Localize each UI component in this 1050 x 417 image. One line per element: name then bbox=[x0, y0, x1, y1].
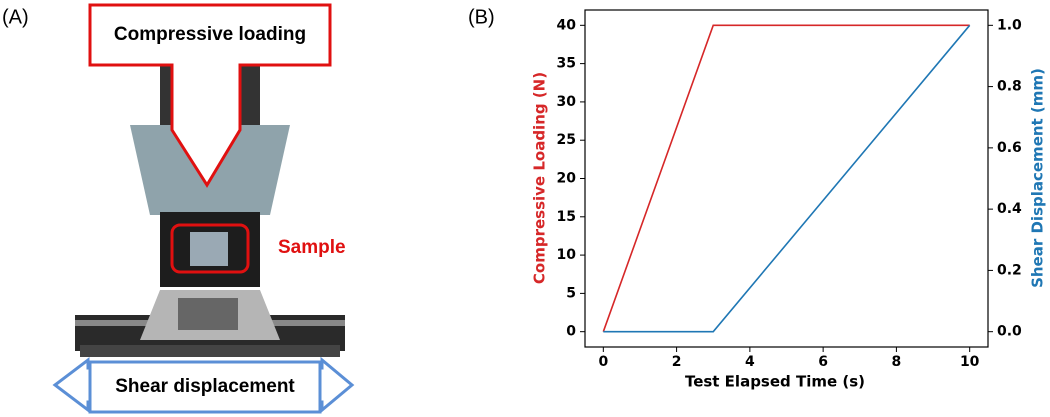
x-tick-label: 4 bbox=[745, 354, 755, 370]
loading-label: Compressive loading bbox=[114, 24, 306, 45]
x-tick-label: 10 bbox=[960, 354, 980, 370]
y2-tick-label: 0.0 bbox=[997, 324, 1022, 340]
y2-tick-label: 0.2 bbox=[997, 262, 1022, 278]
y-axis-label: Compressive Loading (N) bbox=[531, 72, 549, 284]
x-tick-label: 6 bbox=[818, 354, 828, 370]
sample-box bbox=[170, 223, 250, 274]
y2-tick-label: 0.4 bbox=[997, 201, 1022, 217]
y-tick-label: 5 bbox=[566, 285, 576, 301]
panel-label: (B) bbox=[468, 6, 495, 28]
y-tick-label: 40 bbox=[557, 17, 577, 33]
sample-label: Sample bbox=[278, 237, 346, 258]
y2-tick-label: 0.8 bbox=[997, 79, 1022, 95]
x-tick-label: 8 bbox=[892, 354, 902, 370]
y-tick-label: 30 bbox=[557, 94, 577, 110]
y-tick-label: 0 bbox=[566, 324, 576, 340]
loading-arrow bbox=[88, 3, 332, 188]
shear-label: Shear displacement bbox=[115, 376, 295, 397]
y-tick-label: 35 bbox=[557, 56, 576, 72]
plot-frame bbox=[584, 9, 989, 348]
x-tick-label: 2 bbox=[672, 354, 682, 370]
y-tick-label: 25 bbox=[557, 132, 576, 148]
y2-tick-label: 0.6 bbox=[997, 140, 1022, 156]
y-tick-label: 20 bbox=[557, 171, 577, 187]
x-tick-label: 0 bbox=[598, 354, 608, 370]
y-tick-label: 10 bbox=[557, 247, 577, 263]
shear-box bbox=[88, 360, 322, 414]
y-tick-label: 15 bbox=[557, 209, 576, 225]
data-line bbox=[602, 24, 970, 332]
x-axis-label: Test Elapsed Time (s) bbox=[685, 373, 865, 391]
y2-tick-label: 1.0 bbox=[997, 17, 1022, 33]
panel-label: (A) bbox=[2, 6, 29, 28]
y2-axis-label: Shear Displacement (mm) bbox=[1029, 68, 1047, 288]
data-line bbox=[603, 24, 971, 333]
